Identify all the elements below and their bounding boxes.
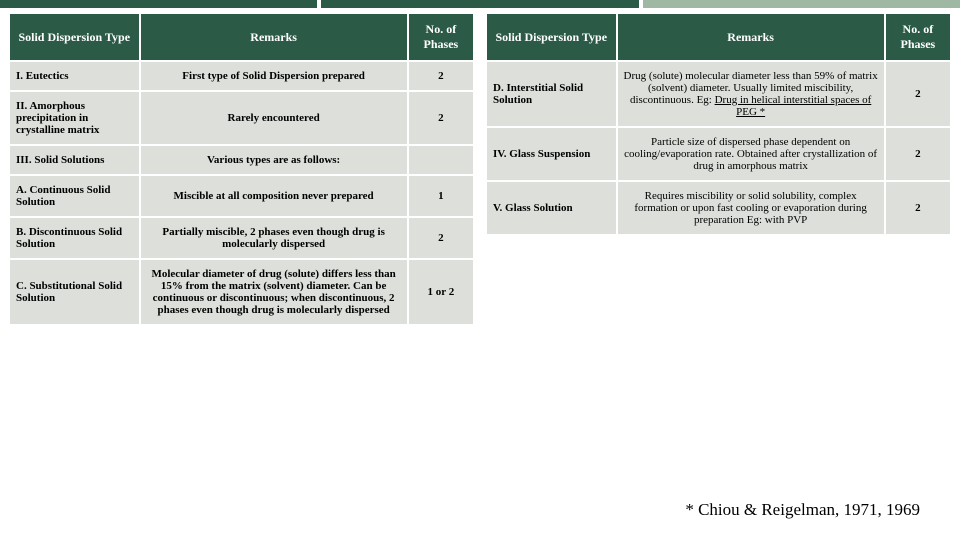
cell-remarks: Partially miscible, 2 phases even though… [141, 218, 407, 258]
cell-type: A. Continuous Solid Solution [10, 176, 139, 216]
remarks-text: Particle size of dispersed phase depende… [624, 136, 877, 172]
left-table-body: I. Eutectics First type of Solid Dispers… [10, 62, 473, 324]
cell-type: II. Amorphous precipitation in crystalli… [10, 92, 139, 144]
cell-phases: 1 or 2 [409, 260, 473, 324]
cell-phases [409, 146, 473, 174]
remarks-text: Requires miscibility or solid solubility… [634, 190, 866, 226]
table-row: V. Glass Solution Requires miscibility o… [487, 182, 950, 234]
cell-type: D. Interstitial Solid Solution [487, 62, 616, 126]
accent-seg-2 [321, 0, 638, 8]
table-header-row: Solid Dispersion Type Remarks No. of Pha… [487, 14, 950, 60]
table-row: A. Continuous Solid Solution Miscible at… [10, 176, 473, 216]
left-table-column: Solid Dispersion Type Remarks No. of Pha… [8, 12, 475, 326]
cell-phases: 2 [409, 62, 473, 90]
cell-phases: 2 [886, 182, 950, 234]
col-header-phases: No. of Phases [886, 14, 950, 60]
left-table: Solid Dispersion Type Remarks No. of Pha… [8, 12, 475, 326]
col-header-remarks: Remarks [141, 14, 407, 60]
cell-remarks: Miscible at all composition never prepar… [141, 176, 407, 216]
cell-type: B. Discontinuous Solid Solution [10, 218, 139, 258]
cell-remarks: Rarely encountered [141, 92, 407, 144]
col-header-type: Solid Dispersion Type [10, 14, 139, 60]
cell-remarks: Requires miscibility or solid solubility… [618, 182, 884, 234]
table-row: I. Eutectics First type of Solid Dispers… [10, 62, 473, 90]
cell-type: V. Glass Solution [487, 182, 616, 234]
right-table: Solid Dispersion Type Remarks No. of Pha… [485, 12, 952, 236]
footnote-citation: * Chiou & Reigelman, 1971, 1969 [685, 500, 920, 520]
table-header-row: Solid Dispersion Type Remarks No. of Pha… [10, 14, 473, 60]
remarks-underline: Drug in helical interstitial spaces of P… [715, 94, 872, 118]
table-row: III. Solid Solutions Various types are a… [10, 146, 473, 174]
col-header-remarks: Remarks [618, 14, 884, 60]
table-row: B. Discontinuous Solid Solution Partiall… [10, 218, 473, 258]
table-row: IV. Glass Suspension Particle size of di… [487, 128, 950, 180]
cell-phases: 2 [886, 62, 950, 126]
col-header-phases: No. of Phases [409, 14, 473, 60]
table-row: D. Interstitial Solid Solution Drug (sol… [487, 62, 950, 126]
cell-type: I. Eutectics [10, 62, 139, 90]
right-table-body: D. Interstitial Solid Solution Drug (sol… [487, 62, 950, 234]
cell-remarks: Molecular diameter of drug (solute) diff… [141, 260, 407, 324]
accent-seg-3 [643, 0, 960, 8]
col-header-type: Solid Dispersion Type [487, 14, 616, 60]
right-table-column: Solid Dispersion Type Remarks No. of Pha… [485, 12, 952, 326]
cell-phases: 1 [409, 176, 473, 216]
cell-phases: 2 [409, 92, 473, 144]
cell-type: C. Substitutional Solid Solution [10, 260, 139, 324]
content-area: Solid Dispersion Type Remarks No. of Pha… [0, 12, 960, 326]
cell-phases: 2 [409, 218, 473, 258]
table-row: II. Amorphous precipitation in crystalli… [10, 92, 473, 144]
top-accent-bar [0, 0, 960, 8]
cell-type: III. Solid Solutions [10, 146, 139, 174]
cell-remarks: Drug (solute) molecular diameter less th… [618, 62, 884, 126]
cell-phases: 2 [886, 128, 950, 180]
cell-remarks: Various types are as follows: [141, 146, 407, 174]
cell-remarks: Particle size of dispersed phase depende… [618, 128, 884, 180]
cell-type: IV. Glass Suspension [487, 128, 616, 180]
table-row: C. Substitutional Solid Solution Molecul… [10, 260, 473, 324]
accent-seg-1 [0, 0, 317, 8]
cell-remarks: First type of Solid Dispersion prepared [141, 62, 407, 90]
